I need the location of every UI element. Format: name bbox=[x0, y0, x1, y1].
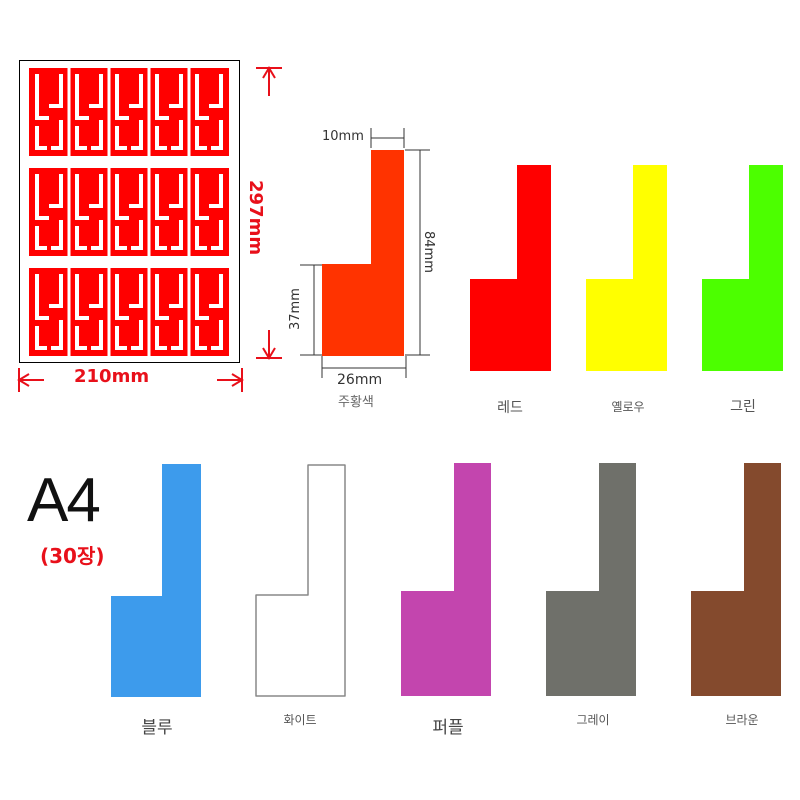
swatch-red-label: 레드 bbox=[497, 400, 523, 416]
sheet-width-label: 210mm bbox=[74, 366, 150, 387]
label-cut-line bbox=[155, 174, 183, 250]
swatch-white-label: 화이트 bbox=[283, 713, 317, 727]
label-separator bbox=[67, 268, 71, 356]
label-cut-line bbox=[115, 74, 143, 150]
label-cut-line bbox=[75, 74, 103, 150]
label-separator bbox=[187, 168, 191, 256]
a4-sheet-preview bbox=[19, 60, 240, 363]
base-width-label: 26mm bbox=[337, 372, 383, 388]
label-cut-line bbox=[115, 174, 143, 250]
format-title: A4 bbox=[27, 466, 101, 535]
label-cut-line bbox=[35, 274, 63, 350]
label-cut-line bbox=[155, 74, 183, 150]
swatch-red bbox=[470, 165, 551, 371]
label-cut-line bbox=[155, 274, 183, 350]
swatch-green bbox=[702, 165, 783, 371]
label-cut-lines bbox=[35, 268, 223, 356]
label-separator bbox=[67, 68, 71, 156]
swatch-blue bbox=[111, 464, 201, 697]
label-cut-line bbox=[75, 174, 103, 250]
label-row-3 bbox=[29, 268, 229, 356]
swatch-yellow bbox=[586, 165, 667, 371]
swatch-green-label: 그린 bbox=[730, 399, 756, 415]
swatch-purple bbox=[401, 463, 491, 696]
label-separator bbox=[107, 268, 111, 356]
sample-color-label: 주황색 bbox=[338, 395, 374, 410]
swatch-blue-label: 블루 bbox=[141, 718, 173, 738]
label-separator bbox=[67, 168, 71, 256]
label-row-2 bbox=[29, 168, 229, 256]
label-cut-line bbox=[195, 74, 223, 150]
label-separator bbox=[147, 68, 151, 156]
swatch-purple-label: 퍼플 bbox=[432, 718, 464, 738]
swatch-white bbox=[255, 464, 346, 697]
label-cut-line bbox=[115, 274, 143, 350]
swatch-yellow-label: 옐로우 bbox=[611, 400, 645, 414]
swatch-brown bbox=[691, 463, 781, 696]
label-cut-lines bbox=[35, 168, 223, 256]
swatch-gray bbox=[546, 463, 636, 696]
label-separator bbox=[147, 268, 151, 356]
swatch-gray-label: 그레이 bbox=[576, 713, 610, 727]
swatch-brown-label: 브라운 bbox=[725, 713, 759, 727]
label-cut-line bbox=[75, 274, 103, 350]
label-separator bbox=[107, 168, 111, 256]
label-separator bbox=[187, 268, 191, 356]
orange-label-sample bbox=[322, 150, 404, 356]
label-cut-line bbox=[195, 274, 223, 350]
label-separator bbox=[107, 68, 111, 156]
base-height-label: 37mm bbox=[288, 288, 303, 330]
sheet-height-label: 297mm bbox=[245, 180, 266, 256]
label-cut-line bbox=[35, 74, 63, 150]
total-height-label: 84mm bbox=[421, 231, 436, 273]
top-width-label: 10mm bbox=[322, 129, 364, 144]
label-cut-line bbox=[195, 174, 223, 250]
label-separator bbox=[147, 168, 151, 256]
label-cut-lines bbox=[35, 68, 223, 156]
sheet-count: (30장) bbox=[40, 544, 105, 568]
label-cut-line bbox=[35, 174, 63, 250]
label-row-1 bbox=[29, 68, 229, 156]
label-separator bbox=[187, 68, 191, 156]
